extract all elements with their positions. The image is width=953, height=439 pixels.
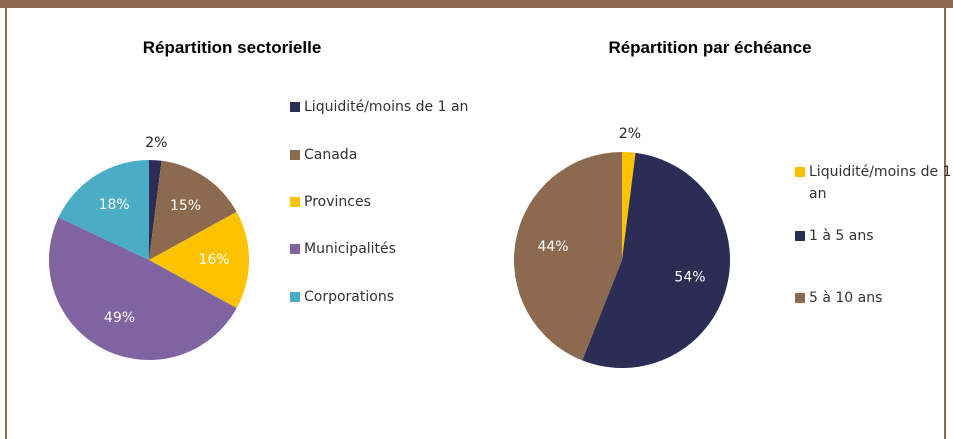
legend-item: Liquidité/moins de 1 an [290,96,479,118]
legend-label: 5 à 10 ans [809,290,883,306]
legend-label: Liquidité/moins de 1 an [809,164,952,202]
legend-label: Liquidité/moins de 1 an [304,99,469,115]
legend-label: Canada [304,147,358,163]
legend-label: Municipalités [304,241,396,257]
legend-swatch [290,292,300,302]
pie-slice [582,152,730,368]
legend-label: 1 à 5 ans [809,228,874,244]
data-label: 44% [537,239,568,255]
legend-swatch [290,102,300,112]
legend-item: Provinces [290,191,479,213]
pie-slice [49,217,237,360]
legend-swatch [795,231,805,241]
data-label: 49% [104,310,135,326]
data-label: 54% [674,269,705,285]
legend-item: Liquidité/moins de 1 an [795,161,953,205]
legend-swatch [795,293,805,303]
pie-slice [514,152,622,361]
legend-item: Corporations [290,286,479,308]
pie-slice [622,152,636,260]
pie-slice [149,160,162,260]
data-label: 15% [170,198,201,214]
legend-item: 5 à 10 ans [795,287,953,309]
data-label: 16% [198,252,229,268]
pie-slice [149,211,249,309]
legend-swatch [290,244,300,254]
legend-swatch [290,197,300,207]
legend-swatch [795,167,805,177]
chart-title: Répartition par échéance [608,38,811,57]
top-border [0,0,953,8]
pie-slice [149,160,237,260]
legend-swatch [290,150,300,160]
legend-label: Corporations [304,289,394,305]
chart-title: Répartition sectorielle [143,38,322,57]
data-label: 18% [99,197,130,213]
legend-item: Canada [290,144,479,166]
data-label: 2% [145,135,167,151]
pie-slice [58,160,149,260]
left-border [5,8,7,439]
data-label: 2% [619,126,641,142]
legend-item: 1 à 5 ans [795,225,953,247]
legend-item: Municipalités [290,238,479,260]
right-border [944,8,946,439]
legend-label: Provinces [304,194,371,210]
